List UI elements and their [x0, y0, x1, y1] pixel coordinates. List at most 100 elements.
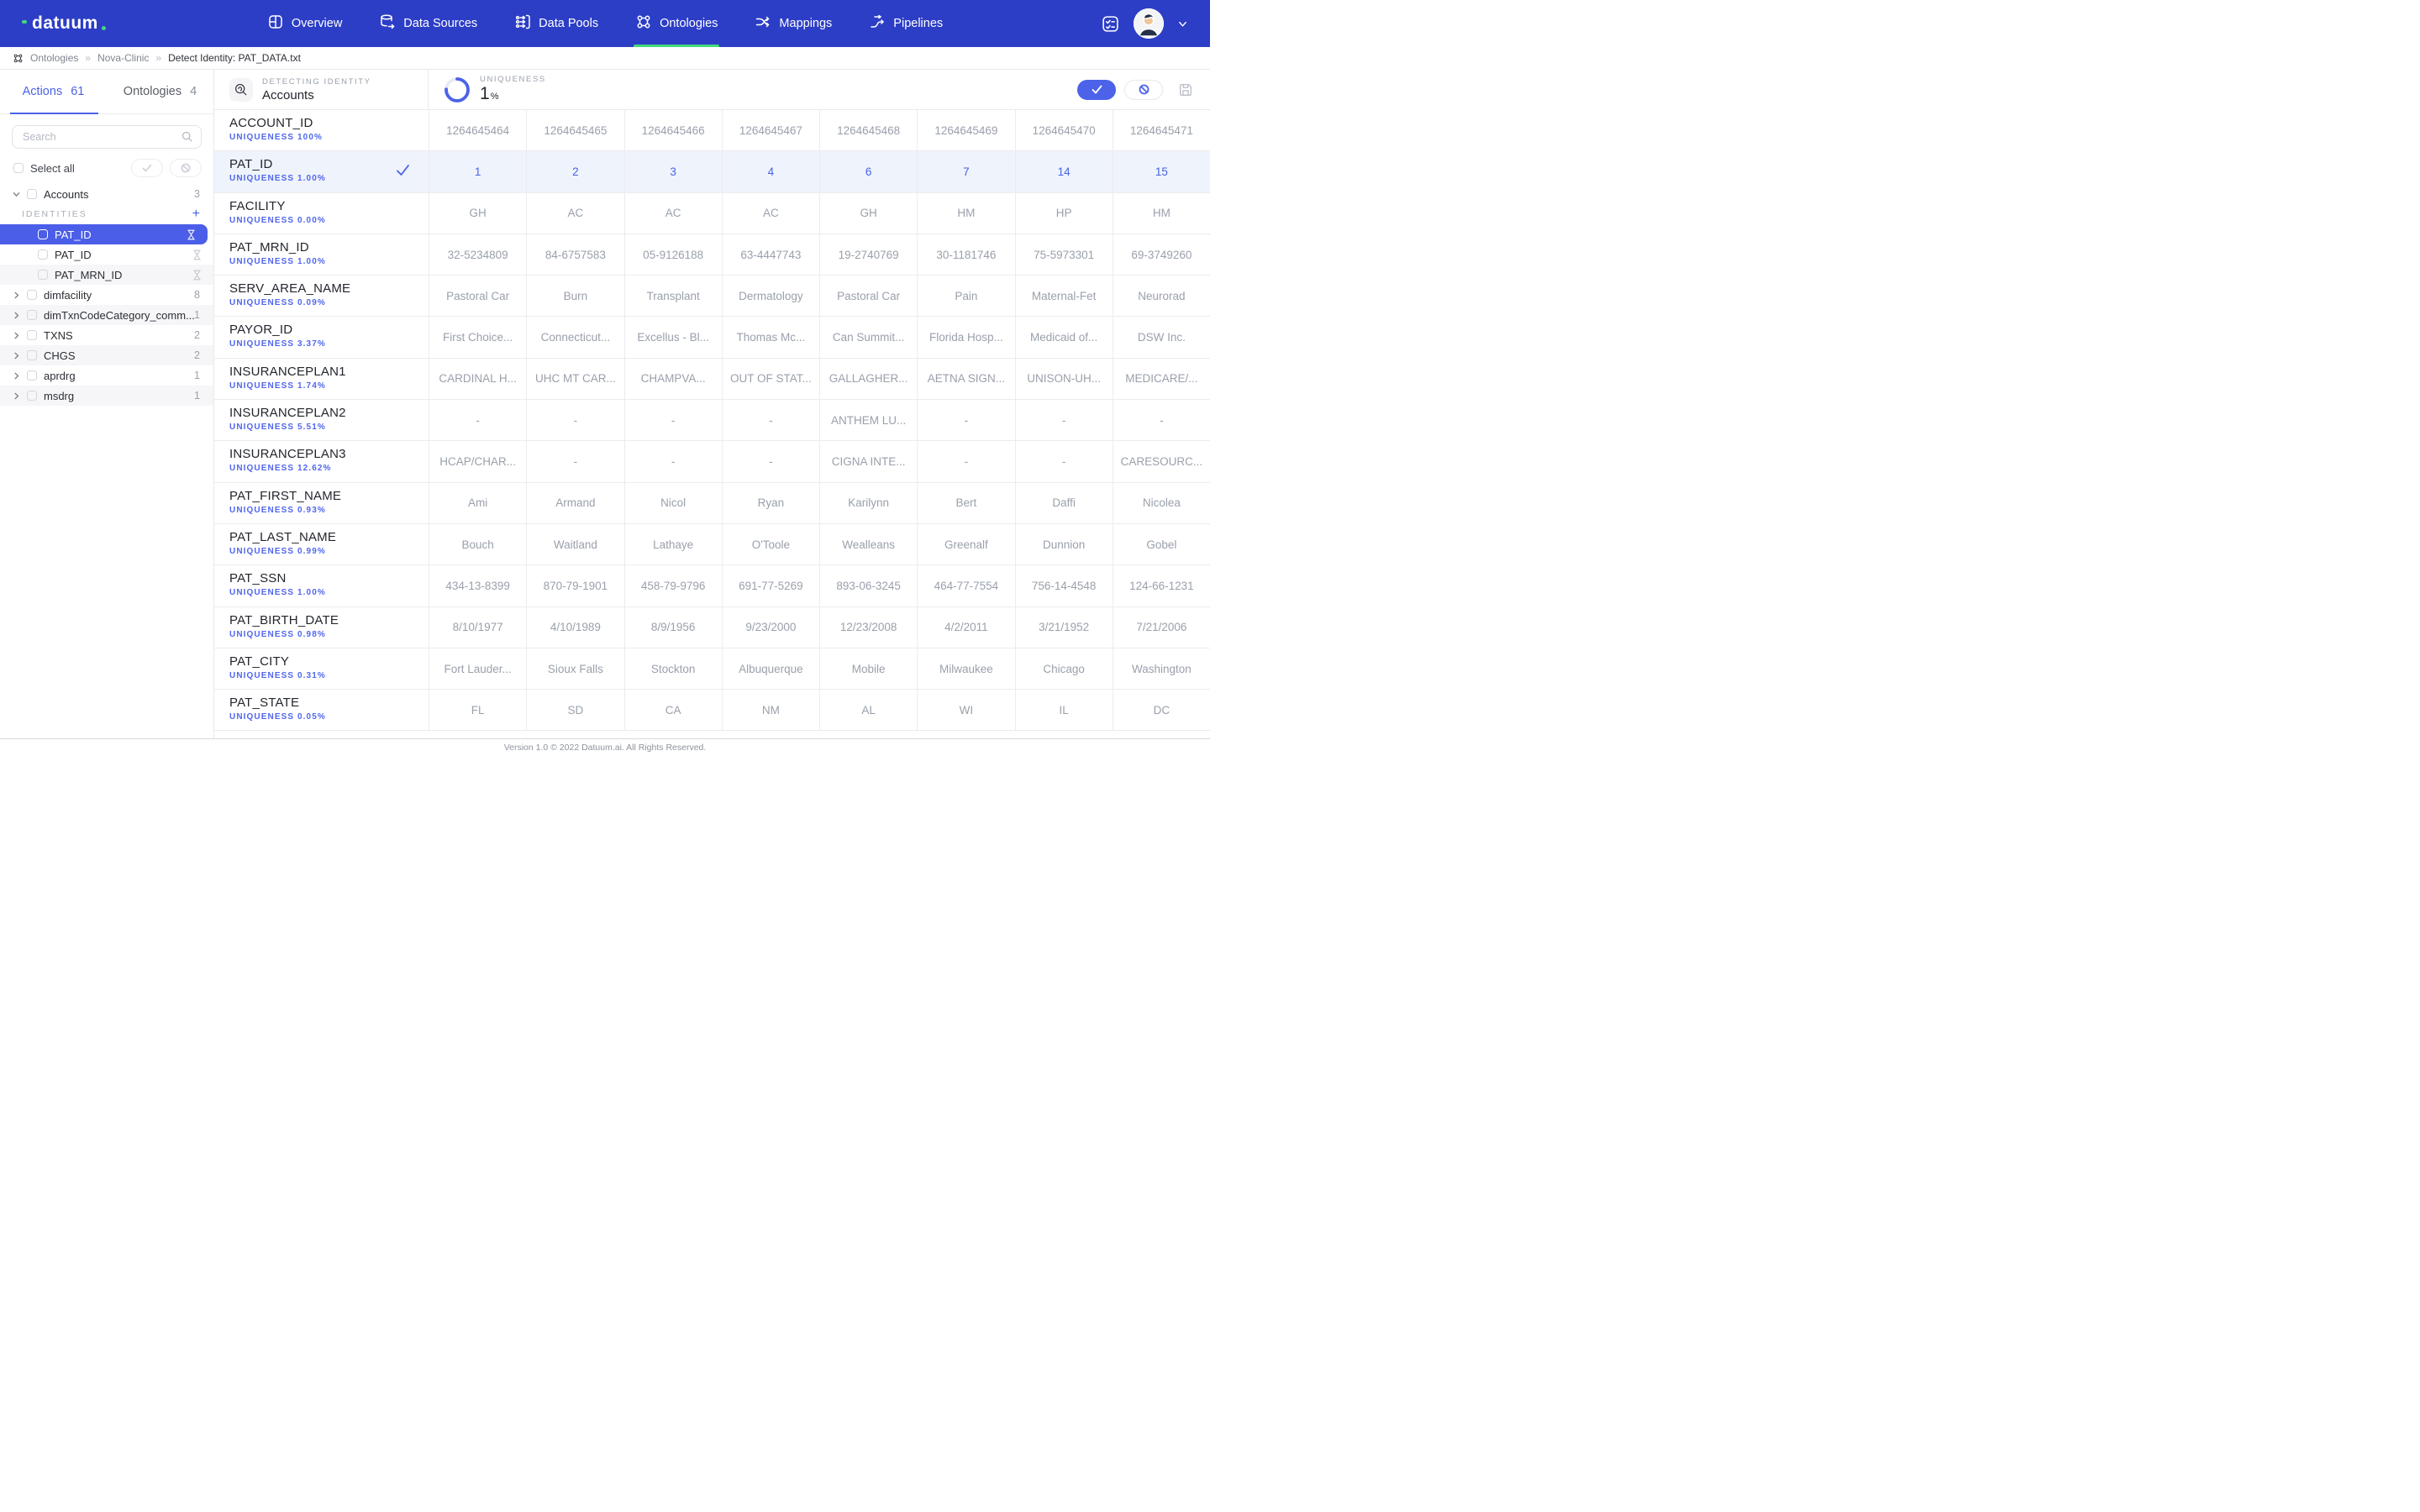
uniqueness-stat: UNIQUENESS 0.05%	[229, 712, 429, 722]
checkbox[interactable]	[27, 370, 37, 381]
table-cell: O'Toole	[722, 524, 819, 564]
sidebar-item-accounts[interactable]: Accounts3	[0, 184, 213, 204]
row-label-cell[interactable]: INSURANCEPLAN3UNIQUENESS 12.62%	[214, 441, 429, 481]
checkbox[interactable]	[27, 290, 37, 300]
chevron-right-icon[interactable]	[13, 392, 21, 400]
table-cell: CARDINAL H...	[429, 359, 526, 399]
table-cell: -	[917, 441, 1014, 481]
row-label-cell[interactable]: PAT_LAST_NAMEUNIQUENESS 0.99%	[214, 524, 429, 564]
nav-label: Pipelines	[893, 17, 943, 30]
uniqueness-stat: UNIQUENESS 0.31%	[229, 671, 429, 680]
approve-button[interactable]	[1077, 80, 1116, 100]
reject-button[interactable]	[1124, 80, 1163, 100]
table-cell: Nicolea	[1113, 483, 1210, 523]
sidebar-item-pat-id[interactable]: PAT_ID	[0, 244, 213, 265]
chevron-right-icon[interactable]	[13, 372, 21, 380]
table-cell: CA	[624, 690, 722, 730]
breadcrumb-nova-clinic[interactable]: Nova-Clinic	[97, 52, 149, 64]
tree-item-count: 1	[194, 370, 200, 381]
checkbox[interactable]	[38, 229, 48, 239]
table-cell: -	[1015, 400, 1113, 440]
nav-item-mappings[interactable]: Mappings	[753, 0, 834, 47]
row-label-cell[interactable]: PAT_CITYUNIQUENESS 0.31%	[214, 648, 429, 689]
hourglass-icon	[187, 229, 196, 240]
table-cell: Maternal-Fet	[1015, 276, 1113, 316]
sidebar-item-msdrg[interactable]: msdrg1	[0, 386, 213, 406]
table-cell: SD	[526, 690, 623, 730]
row-label-cell[interactable]: PAT_STATEUNIQUENESS 0.05%	[214, 690, 429, 730]
checkbox[interactable]	[27, 330, 37, 340]
row-label-cell[interactable]: PAT_FIRST_NAMEUNIQUENESS 0.93%	[214, 483, 429, 523]
search-input[interactable]	[12, 125, 202, 149]
nav-right-controls	[1025, 8, 1210, 39]
chevron-right-icon[interactable]	[13, 352, 21, 360]
chevron-right-icon[interactable]	[13, 312, 21, 319]
table-cell: 6	[819, 151, 917, 192]
sidebar-item-dimfacility[interactable]: dimfacility8	[0, 285, 213, 305]
sidebar-item-aprdrg[interactable]: aprdrg1	[0, 365, 213, 386]
table-cell: 1264645465	[526, 110, 623, 150]
uniqueness-ring	[444, 76, 471, 103]
chevron-down-icon[interactable]	[13, 191, 21, 198]
approve-all-button[interactable]	[131, 159, 163, 177]
reject-all-button[interactable]	[170, 159, 202, 177]
uniqueness-stat: UNIQUENESS 0.09%	[229, 298, 429, 307]
checkbox[interactable]	[27, 189, 37, 199]
row-label-cell[interactable]: INSURANCEPLAN2UNIQUENESS 5.51%	[214, 400, 429, 440]
select-all-checkbox[interactable]	[13, 163, 24, 173]
sidebar-item-pat-mrn-id[interactable]: PAT_MRN_ID	[0, 265, 213, 285]
table-cell: 870-79-1901	[526, 565, 623, 606]
row-label-cell[interactable]: PAT_SSNUNIQUENESS 1.00%	[214, 565, 429, 606]
nav-item-ontologies[interactable]: Ontologies	[634, 0, 719, 47]
tab-actions[interactable]: Actions 61	[0, 70, 107, 113]
identity-table: ACCOUNT_IDUNIQUENESS 100%126464546412646…	[214, 110, 1210, 738]
sidebar-item-chgs[interactable]: CHGS2	[0, 345, 213, 365]
table-cell: UHC MT CAR...	[526, 359, 623, 399]
breadcrumb-current: Detect Identity: PAT_DATA.txt	[168, 52, 301, 64]
table-cell: Dunnion	[1015, 524, 1113, 564]
sidebar-item-pat-id[interactable]: PAT_ID	[0, 224, 208, 244]
tree-item-count: 3	[194, 188, 200, 200]
uniqueness-stat: UNIQUENESS 100%	[229, 133, 429, 142]
table-cell: AC	[722, 193, 819, 234]
tab-ontologies[interactable]: Ontologies 4	[107, 70, 213, 113]
sample-values: First Choice...Connecticut...Excellus - …	[429, 317, 1210, 357]
checkbox[interactable]	[38, 270, 48, 280]
nav-item-data-pools[interactable]: Data Pools	[513, 0, 600, 47]
pipelines-icon	[869, 13, 886, 34]
nav-item-data-sources[interactable]: Data Sources	[377, 0, 479, 47]
check-icon	[396, 163, 410, 181]
table-cell: Florida Hosp...	[917, 317, 1014, 357]
save-icon[interactable]	[1178, 82, 1193, 97]
checkbox[interactable]	[27, 391, 37, 401]
table-cell: IL	[1015, 690, 1113, 730]
nav-item-pipelines[interactable]: Pipelines	[867, 0, 944, 47]
user-avatar[interactable]	[1134, 8, 1164, 39]
top-navbar: datuum Overview Data Sources Data Pools …	[0, 0, 1210, 47]
row-label-cell[interactable]: INSURANCEPLAN1UNIQUENESS 1.74%	[214, 359, 429, 399]
sidebar-item-dimtxncodecategory-comm[interactable]: dimTxnCodeCategory_comm...1	[0, 305, 213, 325]
chevron-right-icon[interactable]	[13, 291, 21, 299]
task-checklist-icon[interactable]	[1101, 14, 1120, 34]
checkbox[interactable]	[27, 350, 37, 360]
chevron-down-icon[interactable]	[1177, 18, 1188, 29]
row-label-cell[interactable]: PAT_MRN_IDUNIQUENESS 1.00%	[214, 234, 429, 275]
nav-item-overview[interactable]: Overview	[266, 0, 344, 47]
row-label-cell[interactable]: PAYOR_IDUNIQUENESS 3.37%	[214, 317, 429, 357]
breadcrumb-ontologies[interactable]: Ontologies	[30, 52, 78, 64]
table-cell: 1264645471	[1113, 110, 1210, 150]
row-label-cell[interactable]: SERV_AREA_NAMEUNIQUENESS 0.09%	[214, 276, 429, 316]
add-identity-icon[interactable]: +	[192, 207, 200, 221]
sidebar-item-txns[interactable]: TXNS2	[0, 325, 213, 345]
chevron-right-icon[interactable]	[13, 332, 21, 339]
table-row-pat-last-name: PAT_LAST_NAMEUNIQUENESS 0.99%BouchWaitla…	[214, 524, 1210, 565]
row-label-cell[interactable]: PAT_IDUNIQUENESS 1.00%	[214, 151, 429, 192]
row-label-cell[interactable]: PAT_BIRTH_DATEUNIQUENESS 0.98%	[214, 607, 429, 648]
row-label-cell[interactable]: FACILITYUNIQUENESS 0.00%	[214, 193, 429, 234]
sample-values: AmiArmandNicolRyanKarilynnBertDaffiNicol…	[429, 483, 1210, 523]
row-label-cell[interactable]: ACCOUNT_IDUNIQUENESS 100%	[214, 110, 429, 150]
table-cell: -	[1113, 400, 1210, 440]
checkbox[interactable]	[27, 310, 37, 320]
checkbox[interactable]	[38, 249, 48, 260]
content-area: Actions 61 Ontologies 4 Select all	[0, 69, 1210, 738]
